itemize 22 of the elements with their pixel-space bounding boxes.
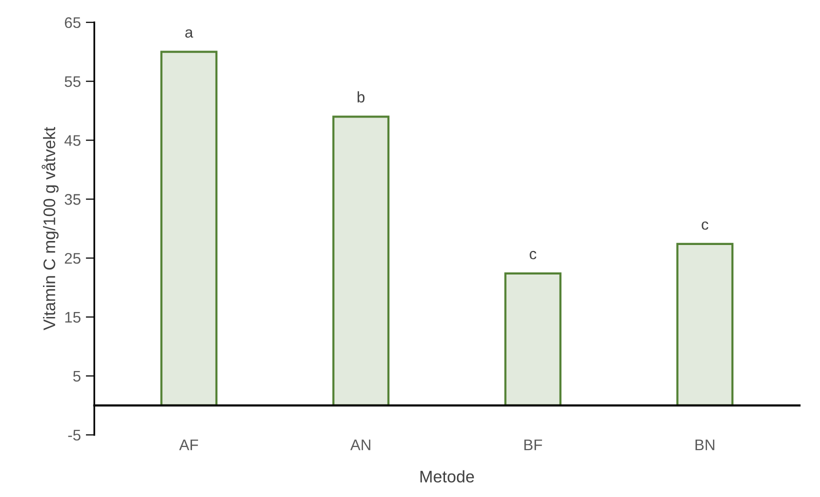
bar bbox=[676, 242, 734, 406]
bar bbox=[504, 272, 562, 406]
y-axis-title: Vitamin C mg/100 g våtvekt bbox=[42, 126, 59, 330]
annotation: a bbox=[185, 29, 194, 38]
bar bbox=[160, 50, 218, 406]
y-tick-label: 65 bbox=[64, 17, 80, 28]
y-tick-label: 5 bbox=[73, 370, 80, 382]
annotation: c bbox=[530, 250, 536, 260]
x-tick-label: AN bbox=[350, 440, 370, 450]
x-axis-title: Metode bbox=[420, 470, 474, 482]
x-tick-label: BF bbox=[524, 440, 542, 450]
y-tick-label: 55 bbox=[64, 76, 80, 87]
annotation: b bbox=[358, 91, 365, 103]
x-tick-label: BN bbox=[696, 440, 714, 450]
y-tick-label: 45 bbox=[64, 135, 80, 146]
y-tick-label: 25 bbox=[64, 252, 80, 264]
annotation: c bbox=[702, 221, 708, 230]
y-tick-label: 35 bbox=[64, 194, 80, 205]
y-tick-label: -5 bbox=[68, 430, 80, 441]
x-tick-label: AF bbox=[179, 440, 198, 450]
bar bbox=[332, 116, 390, 406]
y-tick-label: 15 bbox=[65, 312, 80, 323]
